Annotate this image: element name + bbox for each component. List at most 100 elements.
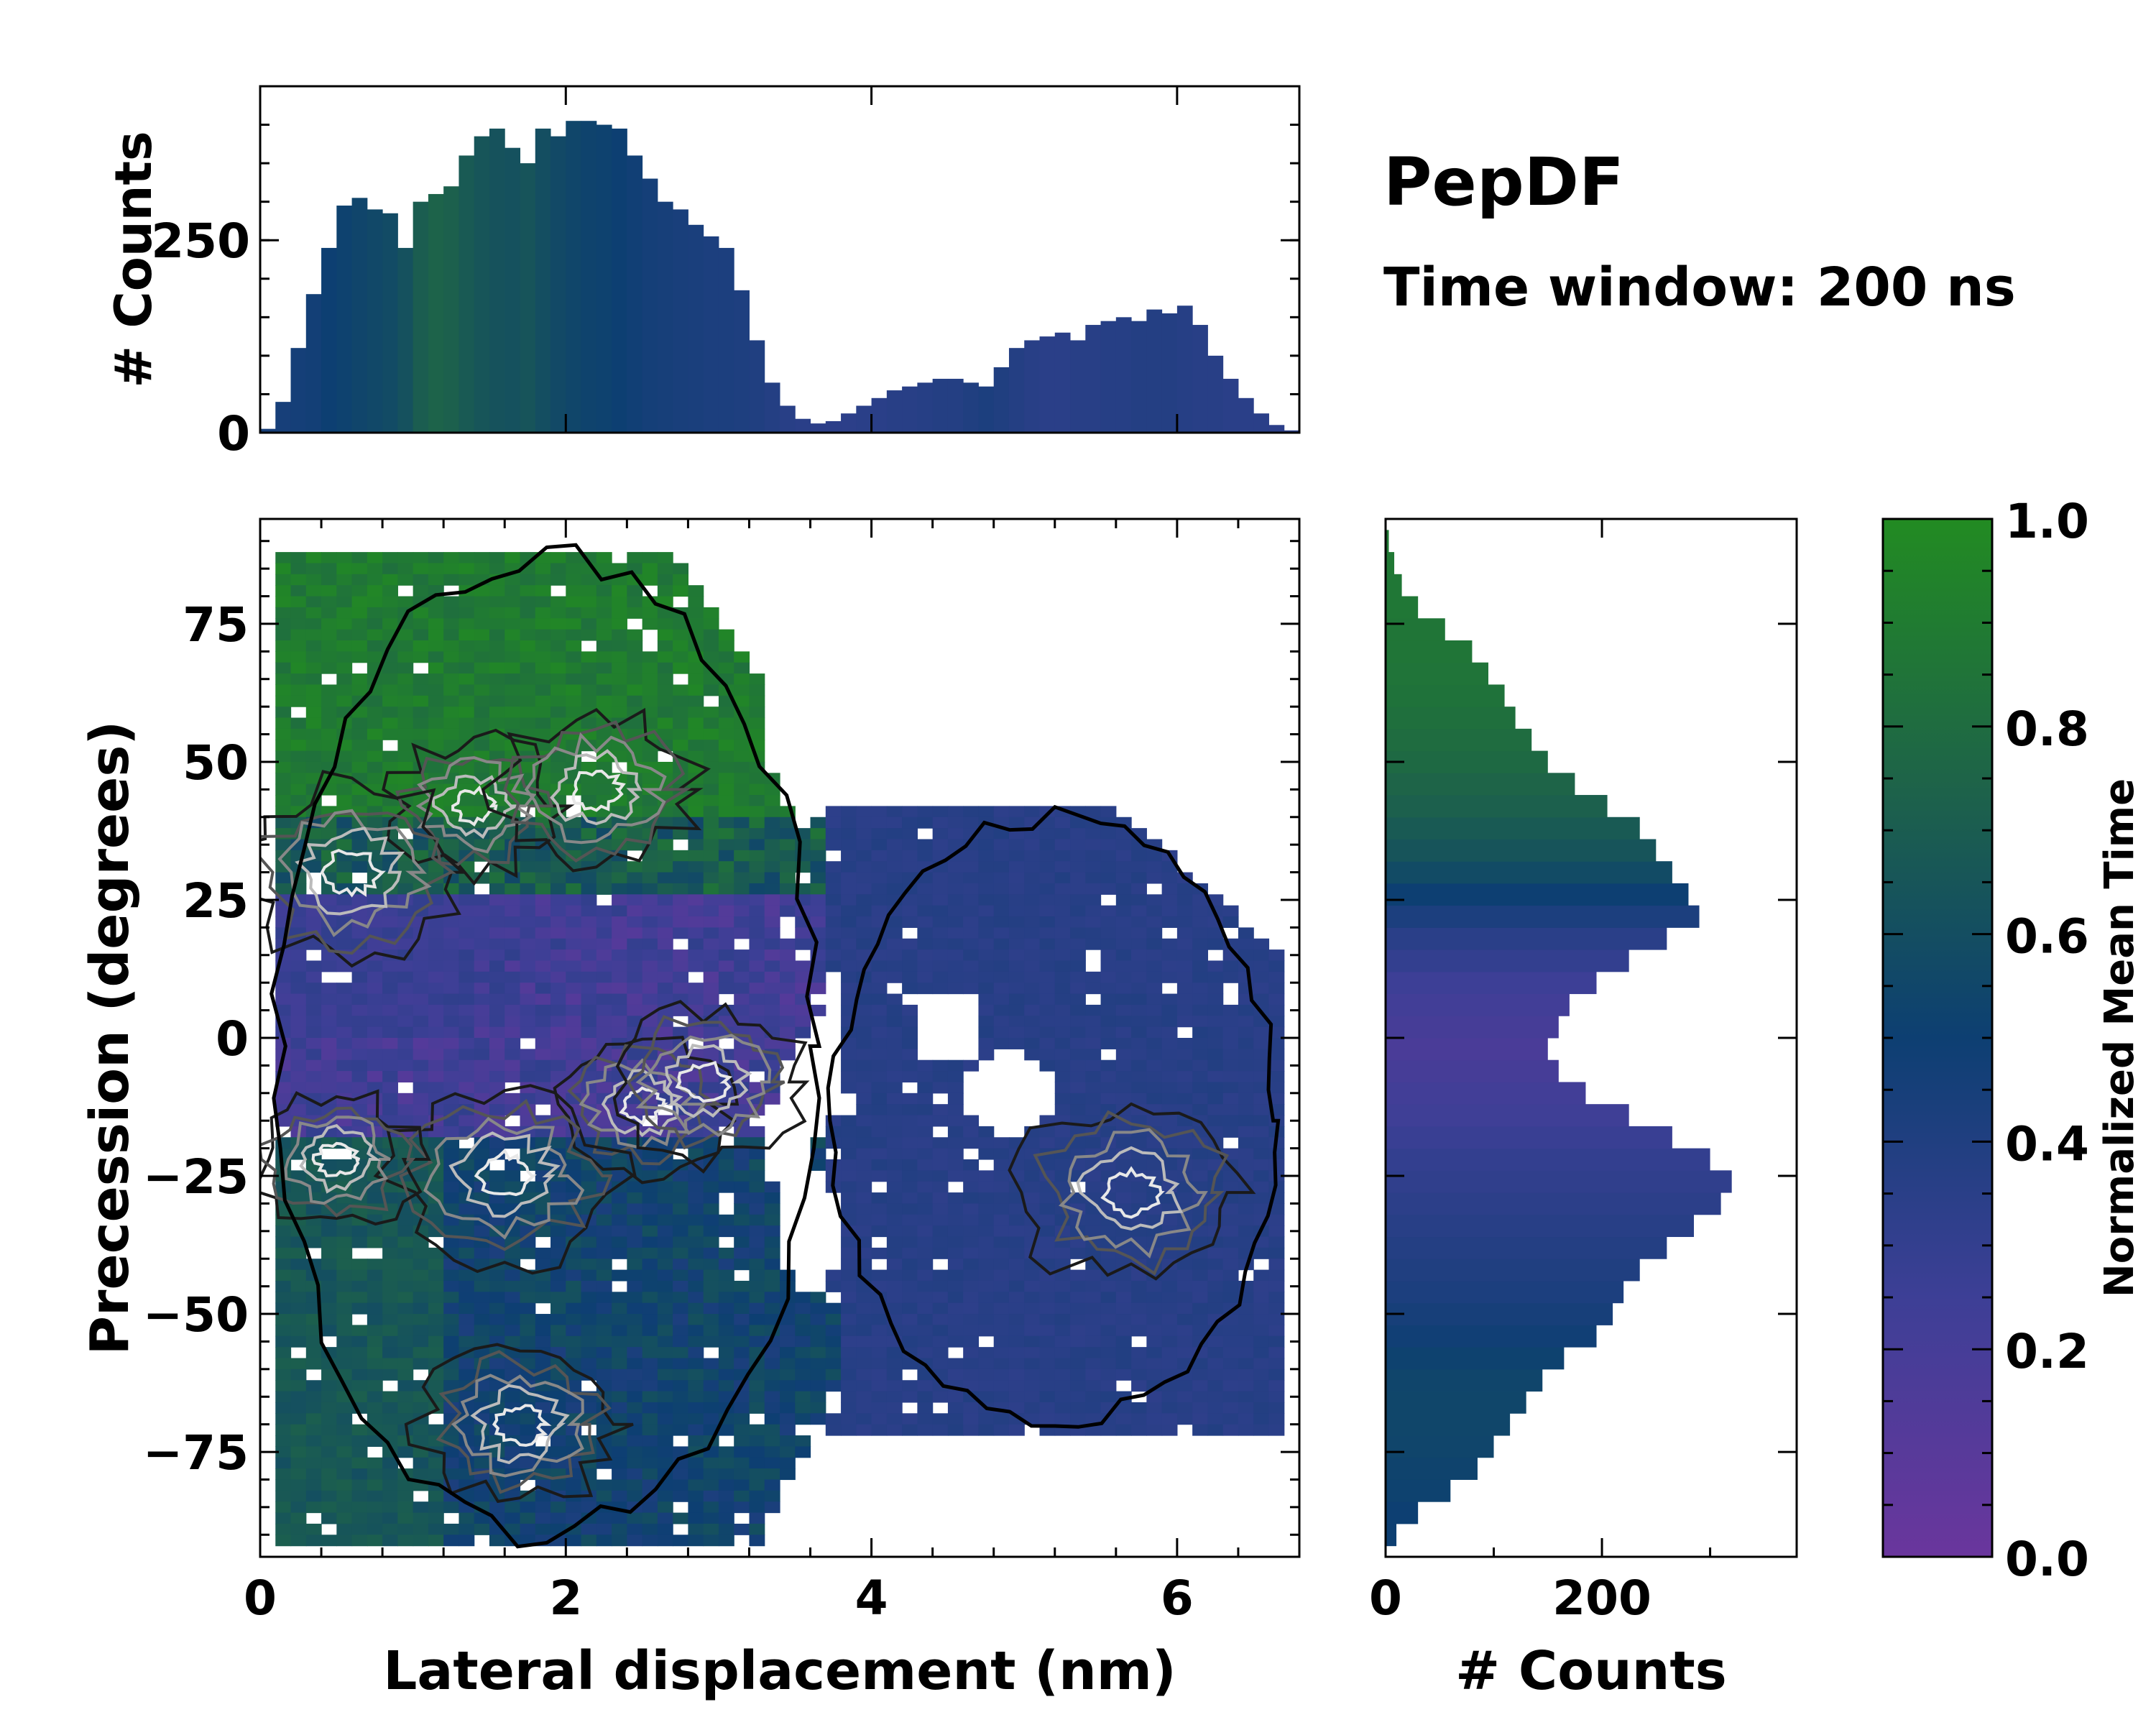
heatmap-cell — [596, 1280, 612, 1292]
heatmap-cell — [305, 651, 322, 663]
heatmap-cell — [1085, 1402, 1102, 1414]
density-contour — [1008, 1102, 1256, 1281]
heatmap-cell — [520, 905, 536, 917]
heatmap-cell — [947, 1170, 964, 1182]
heatmap-cell — [290, 662, 307, 674]
heatmap-cell — [275, 1347, 292, 1359]
heatmap-cell — [657, 585, 673, 597]
heatmap-cell — [290, 1280, 307, 1292]
heatmap-cell — [566, 552, 582, 564]
heatmap-cell — [993, 1380, 1010, 1392]
heatmap-cell — [367, 960, 383, 972]
heatmap-cell — [520, 607, 536, 619]
heatmap-cell — [305, 717, 322, 730]
heatmap-cell — [351, 684, 368, 696]
heatmap-cell — [459, 1269, 475, 1282]
heatmap-cell — [917, 1181, 934, 1193]
heatmap-cell — [1207, 1314, 1224, 1326]
heatmap-cell — [1070, 861, 1086, 873]
heatmap-cell — [871, 949, 888, 962]
top-histogram-bar — [1070, 340, 1086, 433]
heatmap-cell — [1253, 1302, 1270, 1315]
heatmap-cell — [351, 1535, 368, 1547]
heatmap-cell — [1085, 1004, 1102, 1016]
heatmap-cell — [734, 1490, 750, 1502]
heatmap-cell — [1008, 850, 1025, 862]
heatmap-cell — [963, 806, 980, 818]
heatmap-cell — [963, 1115, 980, 1127]
heatmap-cell — [1024, 1335, 1041, 1348]
heatmap-cell — [336, 783, 353, 796]
heatmap-cell — [718, 1314, 734, 1326]
density-contour — [431, 774, 517, 840]
heatmap-cell — [1039, 983, 1056, 995]
heatmap-cell — [505, 684, 521, 696]
heatmap-cell — [1008, 1302, 1025, 1315]
heatmap-cell — [612, 1347, 627, 1359]
heatmap-cell — [474, 1280, 490, 1292]
heatmap-cell — [673, 773, 689, 785]
heatmap-cell — [550, 861, 566, 873]
heatmap-cell — [688, 938, 704, 950]
heatmap-cell — [932, 806, 949, 818]
heatmap-cell — [1238, 1049, 1254, 1061]
heatmap-cell — [902, 1325, 918, 1337]
heatmap-cell — [657, 574, 673, 586]
heatmap-cell — [703, 816, 719, 829]
heatmap-cell — [351, 983, 368, 995]
heatmap-cell — [749, 938, 765, 950]
heatmap-cell — [520, 662, 536, 674]
heatmap-cell — [718, 1148, 734, 1160]
right-histogram-bar — [1386, 1059, 1559, 1082]
heatmap-cell — [1253, 1335, 1270, 1348]
heatmap-cell — [764, 1280, 780, 1292]
heatmap-cell — [275, 552, 292, 564]
heatmap-cell — [963, 938, 980, 950]
heatmap-cell — [397, 905, 414, 917]
heatmap-cell — [1115, 1347, 1132, 1359]
heatmap-cell — [382, 585, 398, 597]
heatmap-cell — [673, 1214, 689, 1226]
heatmap-cell — [505, 960, 521, 972]
heatmap-cell — [505, 883, 521, 895]
heatmap-cell — [886, 1082, 903, 1094]
heatmap-cell — [1253, 949, 1270, 962]
heatmap-cell — [520, 938, 536, 950]
heatmap-cell — [917, 905, 934, 917]
heatmap-cell — [1207, 938, 1224, 950]
heatmap-cell — [535, 916, 551, 928]
heatmap-cell — [351, 740, 368, 752]
heatmap-cell — [673, 1358, 689, 1370]
heatmap-cell — [397, 1512, 414, 1524]
heatmap-cell — [856, 1358, 872, 1370]
heatmap-cell — [520, 1512, 536, 1524]
top-histogram-bar — [734, 290, 750, 433]
heatmap-cell — [993, 1368, 1010, 1381]
heatmap-cell — [1238, 1325, 1254, 1337]
heatmap-cell — [795, 960, 811, 972]
heatmap-cell — [397, 1490, 414, 1502]
heatmap-cell — [474, 640, 490, 652]
heatmap-cell — [336, 563, 353, 575]
heatmap-cell — [535, 1512, 551, 1524]
heatmap-cell — [841, 850, 857, 862]
heatmap-cell — [489, 717, 505, 730]
heatmap-cell — [1131, 1402, 1147, 1414]
heatmap-cell — [1176, 1347, 1193, 1359]
heatmap-cell — [382, 839, 398, 851]
heatmap-cell — [993, 1314, 1010, 1326]
heatmap-cell — [489, 1038, 505, 1049]
heatmap-cell — [321, 1059, 337, 1072]
heatmap-cell — [764, 1479, 780, 1491]
heatmap-cell — [1054, 1004, 1071, 1016]
heatmap-cell — [397, 640, 414, 652]
heatmap-cell — [459, 1280, 475, 1292]
heatmap-cell — [290, 1424, 307, 1436]
heatmap-cell — [1070, 1347, 1086, 1359]
heatmap-cell — [932, 1424, 949, 1436]
heatmap-cell — [1115, 872, 1132, 884]
heatmap-cell — [397, 1115, 414, 1127]
heatmap-cell — [642, 1512, 658, 1524]
heatmap-cell — [764, 894, 780, 906]
heatmap-cell — [1070, 1335, 1086, 1348]
